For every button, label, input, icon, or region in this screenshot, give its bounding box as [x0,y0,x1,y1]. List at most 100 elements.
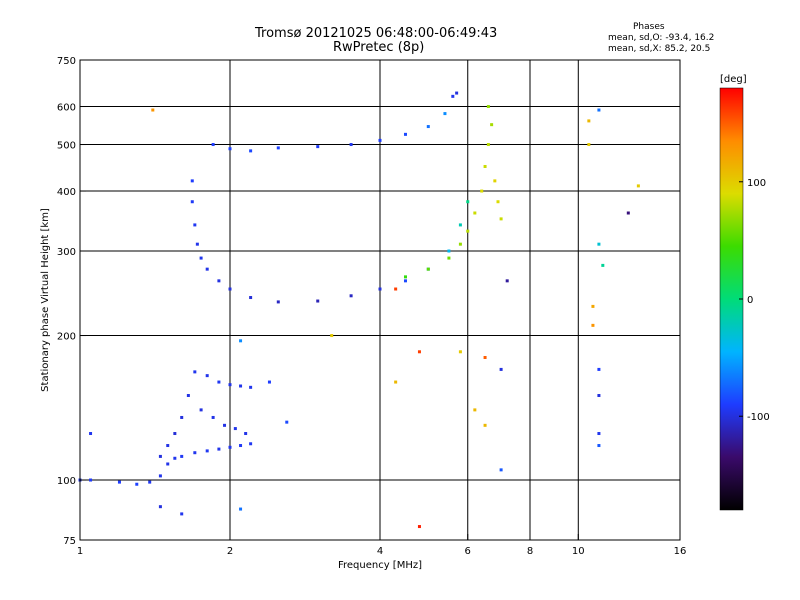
data-point [199,408,203,412]
data-point [166,444,170,448]
data-point [447,256,451,260]
x-axis-label: Frequency [MHz] [338,560,422,571]
data-point [211,415,215,419]
data-point [195,242,199,246]
data-point [158,474,162,478]
data-point [417,525,421,529]
data-point [601,263,605,267]
data-point [486,143,490,147]
data-point [458,242,462,246]
colorbar-ticks: -100 0 100 [739,178,770,423]
data-point [499,367,503,371]
grid-lines [80,60,680,540]
data-point [496,200,500,204]
data-point [330,334,334,338]
data-point [148,480,152,484]
data-point [417,350,421,354]
data-point [285,420,289,424]
data-point [378,287,382,291]
x-tick-label: 10 [572,546,585,557]
data-point [89,478,93,482]
y-tick-label: 100 [57,476,76,487]
data-points [78,91,640,529]
data-point [180,415,184,419]
data-point [349,143,353,147]
y-tick-label: 200 [57,332,76,343]
data-point [239,384,243,388]
phase-stats-o: mean, sd,O: -93.4, 16.2 [608,33,715,43]
data-point [239,507,243,511]
data-point [180,454,184,458]
phase-stats-heading: Phases [633,22,665,32]
data-point [597,108,601,112]
data-point [636,184,640,188]
data-point [193,223,197,227]
colorbar-tick-label: -100 [747,412,770,423]
data-point [158,454,162,458]
data-point [190,200,194,204]
data-point [173,432,177,436]
data-point [458,350,462,354]
data-point [483,355,487,359]
data-point [505,279,509,283]
y-tick-label: 500 [57,141,76,152]
data-point [276,146,280,150]
data-point [587,119,591,123]
colorbar-tick-label: 0 [747,295,753,306]
data-point [394,380,398,384]
data-point [190,179,194,183]
data-point [193,451,197,455]
data-point [173,456,177,460]
data-point [205,449,209,453]
x-tick-label: 2 [227,546,233,557]
data-point [591,323,595,327]
data-point [276,300,280,304]
data-point [403,275,407,279]
data-point [89,432,93,436]
data-point [151,108,155,112]
data-point [499,468,503,472]
y-tick-label: 300 [57,247,76,258]
data-point [486,105,490,109]
data-point [117,480,121,484]
x-tick-label: 6 [465,546,471,557]
data-point [443,112,447,116]
chart-subtitle: RwPretec (8p) [333,40,425,55]
y-axis-label: Stationary phase Virtual Height [km] [40,208,51,392]
data-point [249,385,253,389]
data-point [426,125,430,129]
data-point [591,304,595,308]
chart-title: Tromsø 20121025 06:48:00-06:49:43 [255,26,498,41]
data-point [267,380,271,384]
data-point [233,427,237,431]
data-point [473,408,477,412]
data-point [228,147,232,151]
data-point [316,299,320,303]
y-tick-label: 400 [57,187,76,198]
data-point [597,394,601,398]
data-point [597,444,601,448]
data-point [205,267,209,271]
data-point [597,242,601,246]
data-point [378,138,382,142]
colorbar-unit-label: [deg] [720,74,747,85]
data-point [473,211,477,215]
data-point [499,217,503,221]
data-point [244,432,248,436]
y-tick-label: 600 [57,103,76,114]
data-point [466,229,470,233]
data-point [597,432,601,436]
data-point [426,267,430,271]
data-point [466,200,470,204]
data-point [316,145,320,149]
data-point [135,482,139,486]
data-point [228,287,232,291]
data-point [193,370,197,374]
data-point [587,143,591,147]
y-tick-label: 75 [63,536,76,547]
data-point [180,512,184,516]
data-point [228,445,232,449]
x-tick-label: 4 [377,546,383,557]
data-point [186,394,190,398]
data-point [205,374,209,378]
